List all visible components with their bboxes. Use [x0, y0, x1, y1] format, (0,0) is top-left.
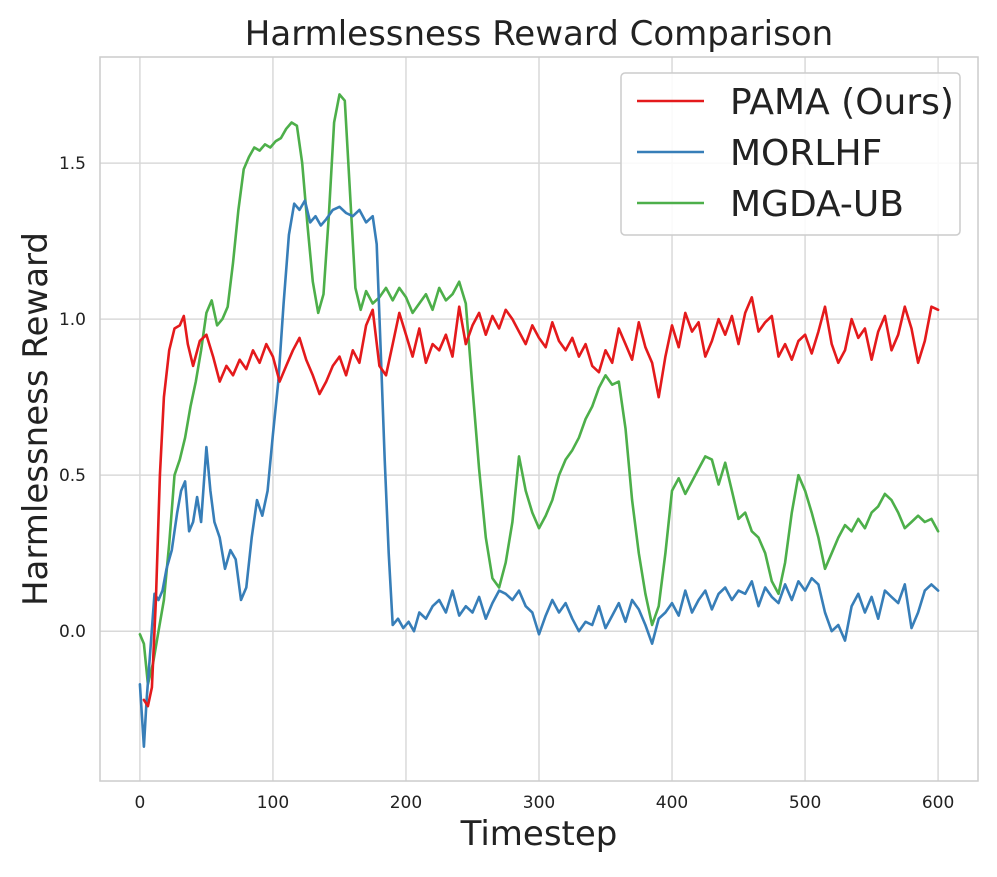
x-axis-label: Timestep	[460, 814, 618, 854]
legend: PAMA (Ours) MORLHF MGDA-UB	[620, 72, 961, 236]
plot-frame	[99, 56, 979, 782]
x-tick-label: 600	[922, 793, 954, 813]
x-tick-label: 500	[789, 793, 821, 813]
x-tick-label: 200	[390, 793, 422, 813]
y-tick-label: 0.5	[59, 466, 86, 486]
x-tick-label: 400	[656, 793, 688, 813]
tick-labels: 0 100 200 300 400 500 600 0.0 0.5 1.0 1.5	[59, 154, 954, 813]
series-lines	[138, 93, 940, 749]
series-line-mgda-ub	[138, 93, 940, 686]
x-tick-label: 0	[134, 793, 145, 813]
x-tick-label: 100	[257, 793, 289, 813]
y-axis-label: Harmlessness Reward	[16, 232, 56, 606]
legend-label-morlhf: MORLHF	[730, 133, 882, 174]
series-line-morlhf	[138, 199, 940, 749]
y-tick-label: 1.0	[59, 310, 86, 330]
legend-label-mgda-ub: MGDA-UB	[730, 184, 904, 225]
y-tick-label: 1.5	[59, 154, 86, 174]
series-line-pama-ours	[142, 295, 940, 708]
legend-label-pama: PAMA (Ours)	[730, 82, 954, 123]
chart-title: Harmlessness Reward Comparison	[245, 14, 833, 54]
x-tick-label: 300	[523, 793, 555, 813]
y-tick-label: 0.0	[59, 622, 86, 642]
legend-box	[620, 72, 961, 236]
